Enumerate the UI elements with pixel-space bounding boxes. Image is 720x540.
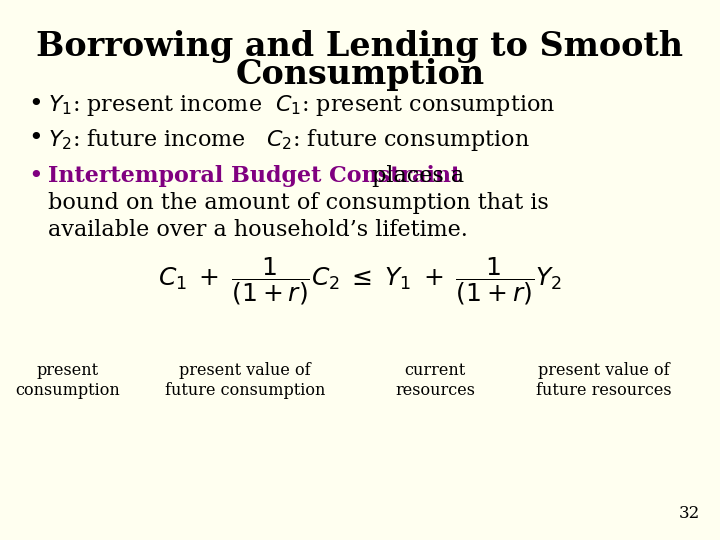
Text: current: current [405, 362, 466, 379]
Text: available over a household’s lifetime.: available over a household’s lifetime. [48, 219, 468, 241]
Text: Borrowing and Lending to Smooth: Borrowing and Lending to Smooth [37, 30, 683, 63]
Text: places a: places a [365, 165, 464, 187]
Text: present: present [37, 362, 99, 379]
Text: $Y_{2}$: future income   $C_{2}$: future consumption: $Y_{2}$: future income $C_{2}$: future c… [48, 127, 530, 153]
Text: Intertemporal Budget Constraint: Intertemporal Budget Constraint [48, 165, 462, 187]
Text: future consumption: future consumption [165, 382, 325, 399]
Text: bound on the amount of consumption that is: bound on the amount of consumption that … [48, 192, 549, 214]
Text: future resources: future resources [536, 382, 672, 399]
Text: •: • [28, 127, 42, 150]
Text: resources: resources [395, 382, 475, 399]
Text: •: • [28, 93, 42, 116]
Text: $C_1 \;+\; \dfrac{1}{(1+r)}C_2 \;\leq\; Y_1 \;+\; \dfrac{1}{(1+r)}Y_2$: $C_1 \;+\; \dfrac{1}{(1+r)}C_2 \;\leq\; … [158, 255, 562, 307]
Text: consumption: consumption [16, 382, 120, 399]
Text: 32: 32 [679, 505, 700, 522]
Text: present value of: present value of [538, 362, 670, 379]
Text: $Y_{1}$: present income  $C_{1}$: present consumption: $Y_{1}$: present income $C_{1}$: present… [48, 93, 555, 118]
Text: •: • [28, 165, 42, 188]
Text: present value of: present value of [179, 362, 311, 379]
Text: Consumption: Consumption [235, 58, 485, 91]
